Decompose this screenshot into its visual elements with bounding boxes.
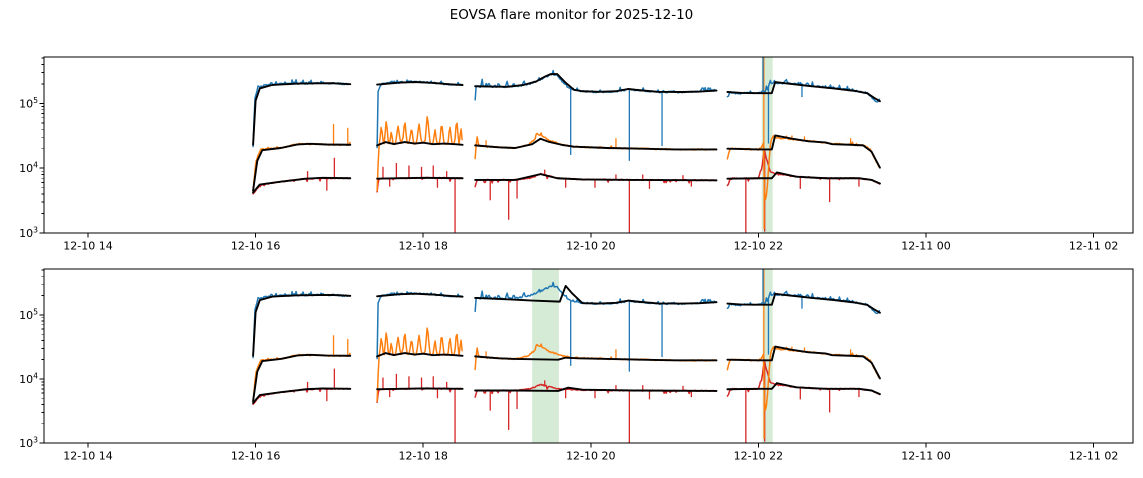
axes-spines	[43, 268, 1134, 444]
x-tick-label: 12-10 18	[398, 240, 447, 253]
x-tick-label: 12-10 20	[566, 450, 615, 463]
flare-panel-2: 12-10 14 12-10 16 12-10 18 12-10 20 12-10 22…	[19, 268, 1134, 463]
x-tick-label: 12-10 14	[63, 450, 112, 463]
y-tick-label: 105	[19, 307, 38, 322]
plot-area-1	[252, 57, 881, 233]
x-tick-label: 12-10 14	[63, 240, 112, 253]
x-tick-label: 12-11 00	[901, 240, 950, 253]
plot-area-2	[252, 269, 881, 443]
flare-candidate-band	[761, 57, 773, 233]
y-tick-label: 105	[19, 96, 38, 111]
x-tick-label: 12-11 00	[901, 450, 950, 463]
axes-spines	[43, 56, 1134, 234]
x-tick-label: 12-10 20	[566, 240, 615, 253]
flare-panel-1: 12-10 14 12-10 16 12-10 18 12-10 20 12-10 22…	[19, 56, 1134, 253]
y-tick-label: 104	[19, 371, 38, 386]
x-tick-label: 12-11 02	[1069, 240, 1118, 253]
x-tick-label: 12-10 16	[231, 240, 280, 253]
x-tick-label: 12-10 16	[231, 450, 280, 463]
y-tick-label: 103	[19, 436, 38, 451]
x-tick-label: 12-10 22	[734, 450, 783, 463]
x-tick-label: 12-10 18	[398, 450, 447, 463]
y-tick-label: 103	[19, 226, 38, 241]
y-tick-label: 104	[19, 161, 38, 176]
chart-title: EOVSA flare monitor for 2025-12-10	[449, 7, 694, 23]
flare-candidate-band	[532, 269, 559, 443]
x-tick-label: 12-11 02	[1069, 450, 1118, 463]
flare-candidate-band	[762, 269, 773, 443]
x-tick-label: 12-10 22	[734, 240, 783, 253]
